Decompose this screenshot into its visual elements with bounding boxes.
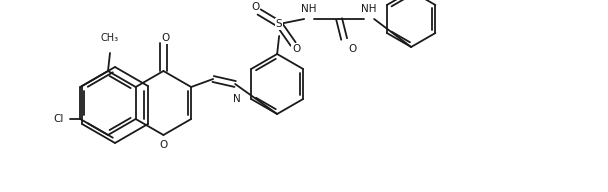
Text: O: O	[161, 33, 170, 43]
Text: NH: NH	[302, 4, 317, 14]
Text: O: O	[292, 44, 300, 54]
Text: O: O	[251, 2, 259, 12]
Text: O: O	[348, 44, 356, 54]
Text: O: O	[159, 140, 168, 150]
Text: CH₃: CH₃	[101, 33, 119, 43]
Text: N: N	[233, 94, 241, 104]
Text: Cl: Cl	[53, 114, 63, 124]
Text: S: S	[276, 19, 283, 29]
Text: NH: NH	[361, 4, 377, 14]
